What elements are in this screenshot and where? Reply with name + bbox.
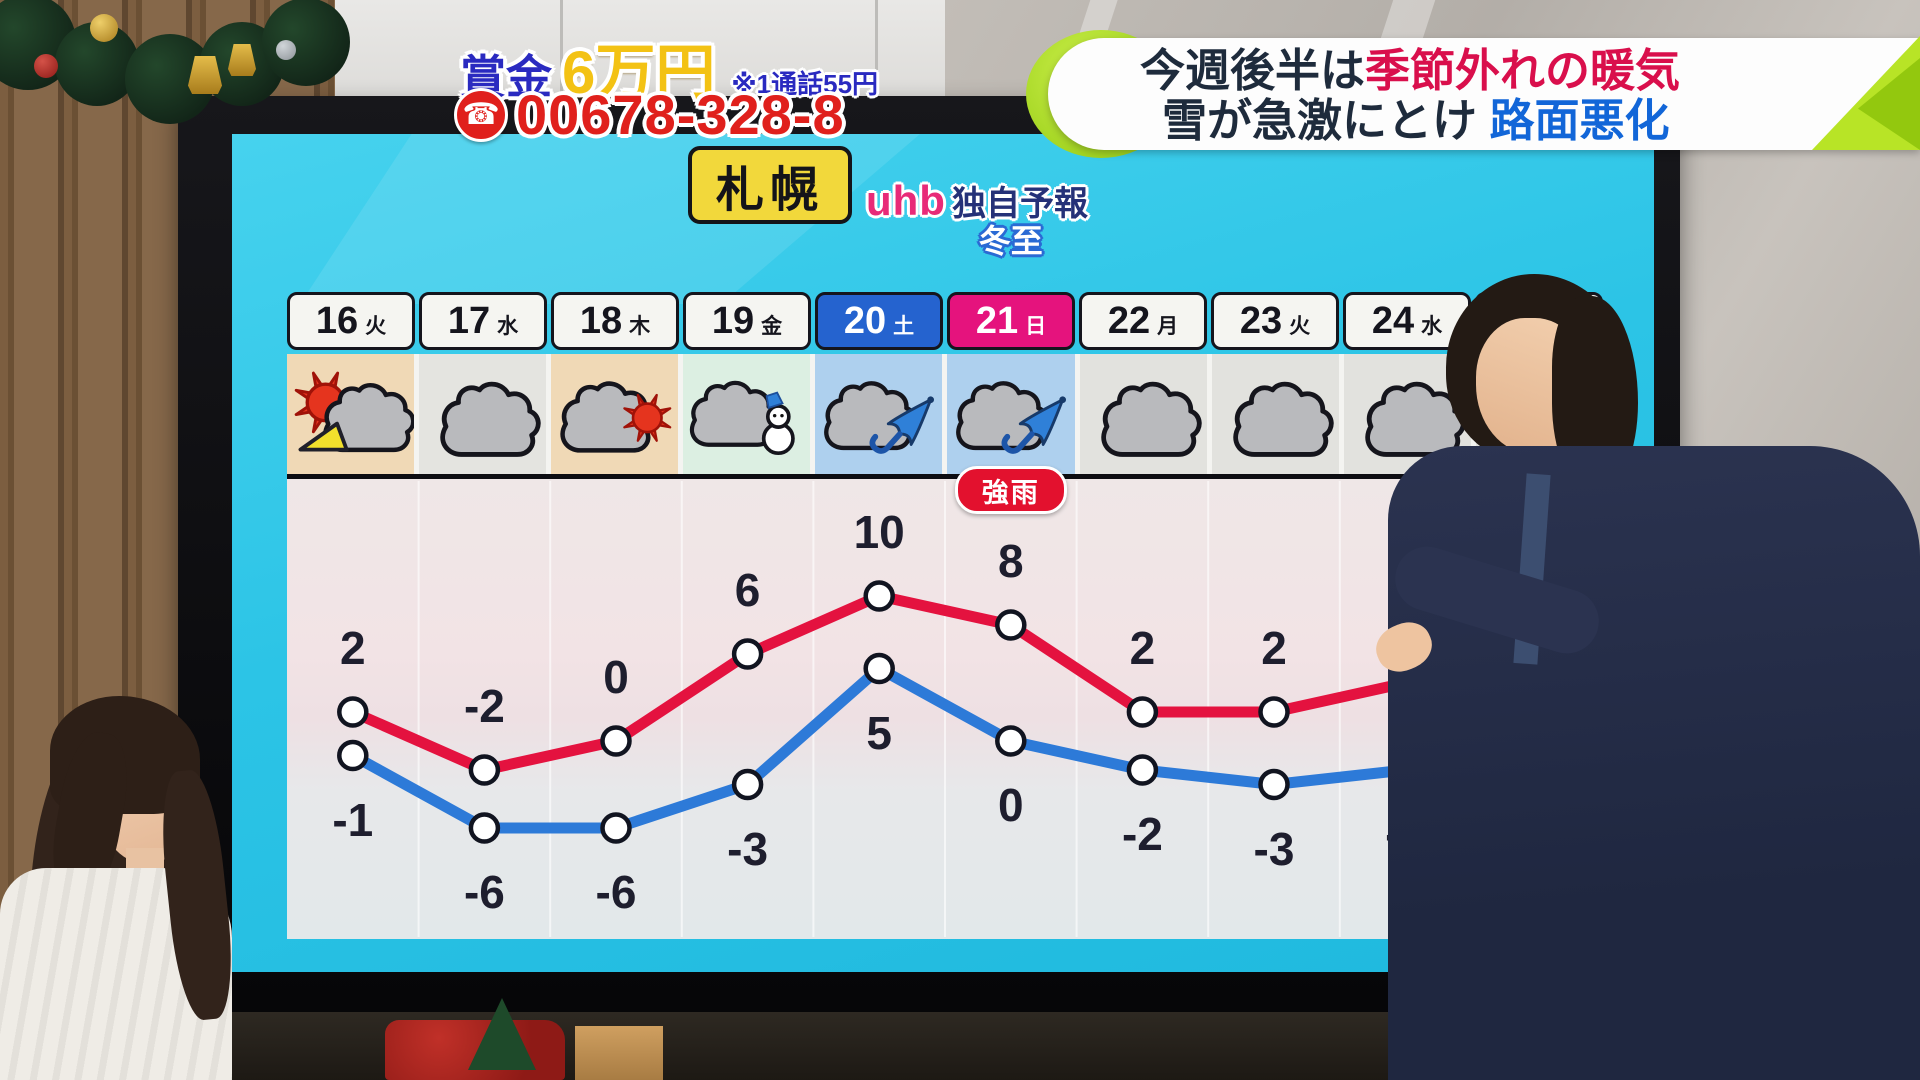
wood-box [575,1026,663,1080]
ticker-box [1048,38,1920,150]
navy-blazer [1388,446,1920,1080]
date-number: 24 [1371,299,1415,342]
date-cell-17: 17 水 [419,292,547,350]
forecast-brand: uhb 独自予報 [866,176,1088,224]
city-title-box: 札幌 [688,146,852,224]
phone-number: 00678-328-8 [516,83,845,146]
date-cell-21: 21 日 [947,292,1075,350]
ticker-segment: 季節外れの暖気 [1365,45,1681,96]
chart-top-rule [287,474,1603,479]
red-ornament [34,54,58,78]
heavy-rain-badge: 強雨 [954,466,1067,514]
weather-cell-22 [1079,354,1207,474]
date-number: 22 [1107,299,1151,342]
weather-icon-row [287,354,1603,474]
christmas-garland [0,0,350,140]
sun-then-cloud-icon [294,371,415,453]
date-number: 17 [447,299,491,342]
cloud-then-snow-icon [690,380,796,456]
mini-tree [468,998,536,1070]
weekday-label: 火 [365,315,387,338]
prize-note: ※1通話55円 [731,69,879,99]
date-number: 19 [711,299,755,342]
city-title: 札幌 [715,164,824,217]
cloudy-icon [1365,381,1466,457]
ticker-line-1: 今週後半は季節外れの暖気 [1140,48,1680,93]
presenter-left [0,340,250,1080]
ticker-segment: 路面悪化 [1477,95,1670,146]
weather-cell-20 [815,354,943,474]
date-cell-20: 20 土 [815,292,943,350]
brand-suffix: 独自予報 [951,185,1088,223]
prize-amount: 6万円 [562,39,716,106]
cloudy-icon [440,381,541,457]
ticker-segment: 今週後半は [1140,45,1366,96]
date-cell-19: 19 金 [683,292,811,350]
date-number: 21 [975,299,1019,342]
pine-bough [262,0,350,86]
phone-icon: ☎ [454,87,508,142]
cloudy-icon [1100,381,1202,457]
weather-cell-19 [683,354,811,474]
cloudy-icon [1232,381,1334,457]
wall-seam [560,0,563,140]
cloud-rain-icon [824,381,935,454]
wall-seam [875,0,878,140]
date-number: 23 [1239,299,1283,342]
weekday-label: 水 [497,315,519,338]
weather-cell-21 [947,354,1075,474]
presenter-right [1350,250,1920,1080]
ticker-segment: 雪が急激にとけ [1162,95,1478,146]
uhb-logo: uhb [866,177,946,224]
weather-cell-23 [1211,354,1339,474]
bell-ornament [188,56,222,94]
weather-cell-18 [551,354,679,474]
winter-solstice-label: 冬至 [978,223,1043,259]
prize-banner: 賞金 6万円 ※1通話55円 ☎ 00678-328-8 [440,20,1060,150]
date-cell-16: 16 火 [287,292,415,350]
date-cell-23: 23 火 [1211,292,1339,350]
heavy-rain-label: 強雨 [981,477,1040,508]
weekday-label: 土 [893,315,915,338]
bell-ornament [228,44,256,76]
weekday-label: 月 [1157,315,1179,338]
weekday-label: 金 [761,315,783,338]
weather-cell-16 [287,354,415,474]
weekday-label: 日 [1025,315,1047,338]
date-cell-22: 22 月 [1079,292,1207,350]
ticker-line-2: 雪が急激にとけ 路面悪化 [1162,98,1670,143]
weekday-label: 火 [1289,315,1311,338]
date-number: 16 [315,299,359,342]
cloud-then-sun-icon [560,381,672,453]
date-number: 18 [579,299,623,342]
weather-cell-17 [419,354,547,474]
silver-ornament [276,40,296,60]
date-number: 20 [843,299,887,342]
date-cell-18: 18 木 [551,292,679,350]
weekday-label: 木 [629,315,651,338]
news-ticker: 今週後半は季節外れの暖気 雪が急激にとけ 路面悪化 [1026,30,1920,158]
cloud-rain-icon [956,381,1067,454]
weekday-label: 水 [1421,315,1443,338]
gold-ornament [90,14,118,42]
